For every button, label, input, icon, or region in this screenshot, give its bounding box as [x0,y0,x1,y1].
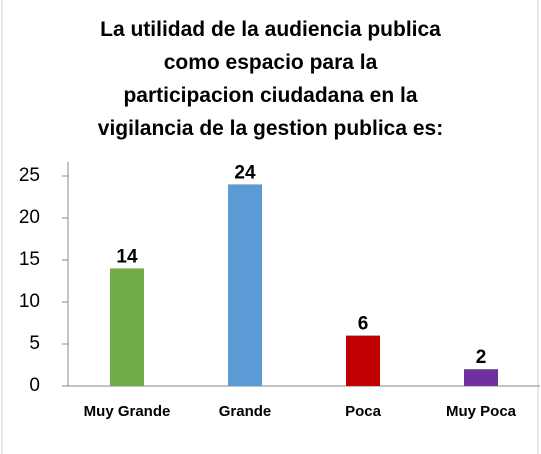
y-tick-label: 15 [19,249,40,270]
bar [110,268,144,386]
x-tick-label: Muy Grande [83,403,171,420]
bar [346,335,380,386]
chart-title: como espacio para la [163,51,378,74]
bar [464,369,498,386]
x-tick-label: Muy Poca [445,403,517,420]
x-tick-label: Grande [218,403,272,420]
chart-title: participacion ciudadana en la [123,84,418,107]
value-label: 2 [476,347,487,368]
value-label: 24 [234,162,256,183]
x-tick-label: Poca [345,403,381,420]
y-tick-label: 0 [29,375,40,396]
y-tick-label: 20 [19,207,40,228]
bar [228,184,262,386]
value-label: 14 [116,246,138,267]
value-label: 6 [358,314,369,335]
y-tick-label: 10 [19,291,40,312]
y-tick-label: 25 [19,165,40,186]
chart-title: La utilidad de la audiencia publica [100,18,441,41]
y-tick-label: 5 [29,333,40,354]
chart-title: vigilancia de la gestion publica es: [97,117,444,140]
